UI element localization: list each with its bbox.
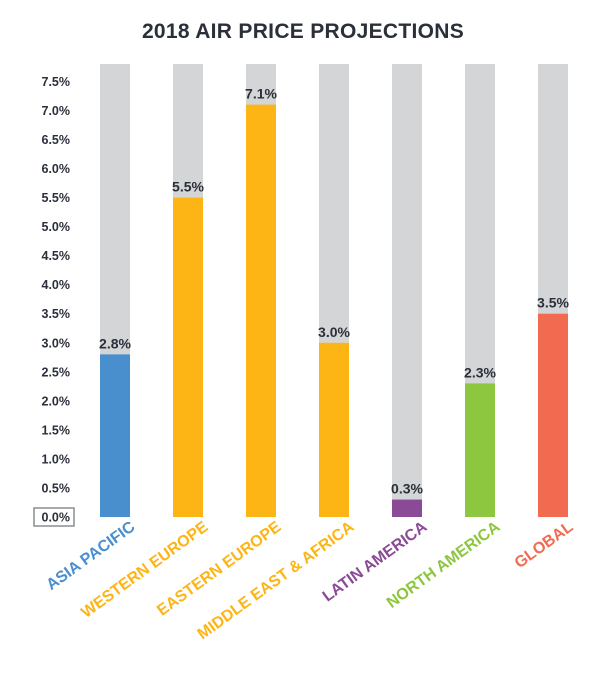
bar bbox=[173, 197, 203, 518]
y-zero-box bbox=[33, 507, 75, 527]
bar bbox=[465, 383, 495, 517]
bar bbox=[246, 104, 276, 518]
data-label: 2.3% bbox=[464, 364, 496, 380]
y-tick-label: 3.5% bbox=[42, 307, 71, 321]
y-tick-label: 7.0% bbox=[42, 104, 71, 118]
data-label: 5.5% bbox=[172, 179, 204, 195]
y-tick-label: 0.0% bbox=[42, 511, 71, 525]
data-label: 7.1% bbox=[245, 86, 277, 102]
y-tick-label: 5.0% bbox=[42, 220, 71, 234]
y-tick-label: 1.5% bbox=[42, 423, 71, 437]
x-tick-label: GLOBAL bbox=[512, 518, 577, 572]
data-label: 2.8% bbox=[99, 335, 131, 351]
bar bbox=[319, 342, 349, 517]
y-tick-label: 2.5% bbox=[42, 365, 71, 379]
y-tick-label: 6.5% bbox=[42, 133, 71, 147]
y-tick-label: 5.5% bbox=[42, 191, 71, 205]
bar bbox=[392, 499, 422, 517]
x-tick-label: WESTERN EUROPE bbox=[78, 518, 211, 621]
y-tick-label: 0.5% bbox=[42, 481, 71, 495]
data-label: 3.0% bbox=[318, 324, 350, 340]
data-label: 0.3% bbox=[391, 481, 423, 497]
y-tick-label: 4.0% bbox=[42, 278, 71, 292]
bar-background bbox=[392, 64, 422, 517]
bar bbox=[538, 313, 568, 517]
y-tick-label: 7.5% bbox=[42, 75, 71, 89]
y-tick-label: 3.0% bbox=[42, 336, 71, 350]
bar bbox=[100, 354, 130, 517]
y-tick-label: 2.0% bbox=[42, 394, 71, 408]
chart-title: 2018 AIR PRICE PROJECTIONS bbox=[141, 20, 465, 43]
y-tick-label: 1.0% bbox=[42, 452, 71, 466]
x-tick-label: EASTERN EUROPE bbox=[154, 518, 284, 619]
y-tick-label: 4.5% bbox=[42, 249, 71, 263]
data-label: 3.5% bbox=[537, 295, 569, 311]
y-tick-label: 6.0% bbox=[42, 162, 71, 176]
